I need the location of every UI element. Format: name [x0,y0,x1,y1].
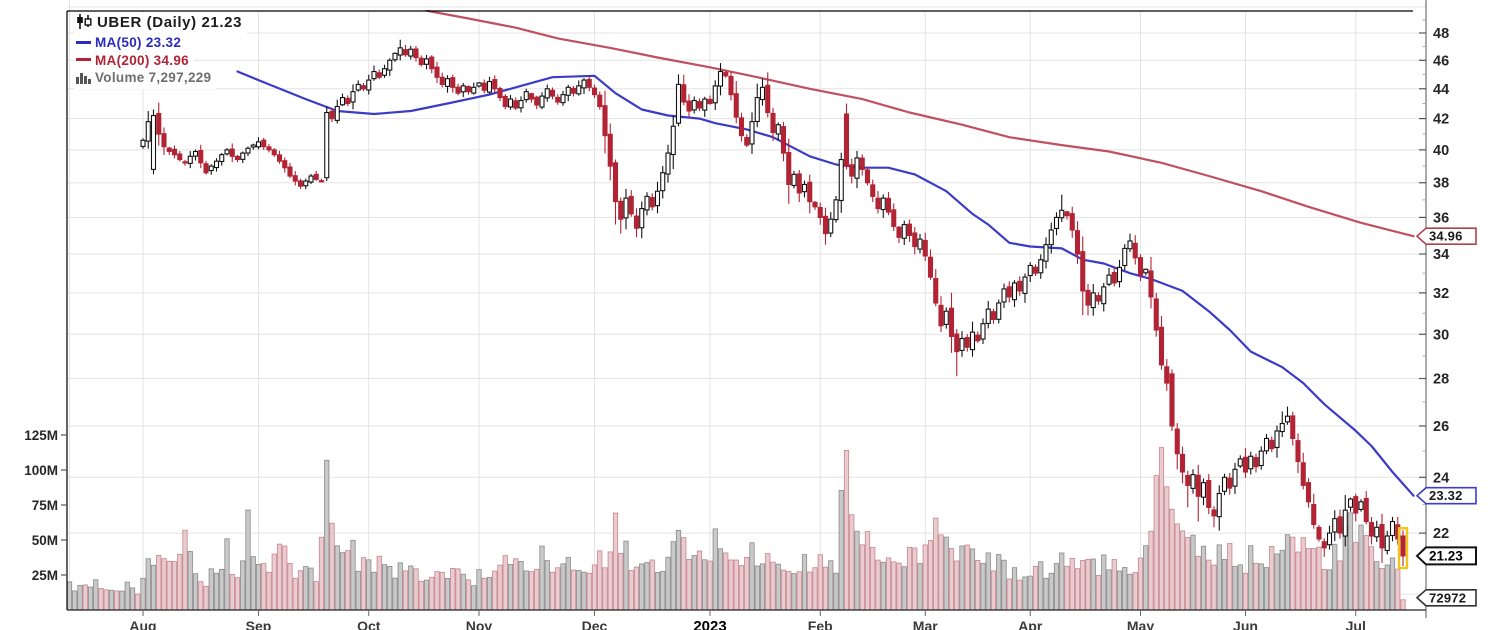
price-axis-right: 48 46 44 42 40 38 36 34 32 30 28 26 24 22 [1419,0,1449,618]
month-label: Jun [1233,618,1258,630]
candlestick-icon [76,14,93,32]
month-label: Oct [357,618,381,630]
month-label: Nov [466,618,493,630]
price-callout-value: 23.32 [1429,488,1463,503]
month-label: Sep [246,618,272,630]
price-callout [1415,486,1477,505]
month-label: Mar [913,618,938,630]
price-callout [1415,546,1477,566]
price-tick-label: 48 [1433,26,1449,42]
month-label: 2023 [693,618,726,630]
month-label: Apr [1018,618,1043,630]
price-tick-label: 44 [1433,82,1449,98]
last-candle-highlight [1397,526,1409,570]
volume-tick-label: 125M [24,428,58,443]
price-callout [1415,227,1477,245]
price-callout-value: 21.23 [1429,548,1463,563]
volume-tick-label: 100M [24,463,58,478]
price-callout [1415,588,1477,607]
price-tick-label: 34 [1433,247,1449,263]
price-callouts: 34.96 23.32 21.23 72972 [1415,227,1477,607]
volume-bars-icon [76,71,91,87]
price-tick-label: 40 [1433,143,1449,159]
legend-item-volume: Volume 7,297,229 [74,70,217,89]
ma200-label: MA(200) 34.96 [95,52,189,68]
chart-title: UBER (Daily) 21.23 [97,14,243,31]
ma50-label: MA(50) 23.32 [95,35,182,50]
month-label: Jul [1346,618,1366,630]
month-label: May [1127,618,1154,630]
price-tick-label: 36 [1433,210,1449,226]
month-label: Aug [129,618,156,630]
ma200-line [425,10,1415,238]
price-tick-label: 22 [1433,526,1449,542]
price-callout-value: 72972 [1429,590,1466,605]
price-tick-label: 24 [1433,470,1449,486]
price-callout-value: 34.96 [1429,229,1463,244]
legend-title-row: UBER (Daily) 21.23 [74,13,248,34]
ma50-line-swatch [76,40,91,44]
month-label: Dec [582,618,608,630]
price-tick-label: 26 [1433,419,1449,435]
plot-borders [66,10,1426,611]
ma50-line [236,70,1415,497]
volume-label: Volume 7,297,229 [95,70,212,85]
legend-item-ma50: MA(50) 23.32 [74,35,187,52]
chart-legend: UBER (Daily) 21.23 MA(50) 23.32 MA(200) … [74,13,248,90]
volume-tick-label: 50M [32,533,58,548]
legend-item-ma200: MA(200) 34.96 [74,52,194,69]
month-label: Feb [808,618,833,630]
price-tick-label: 32 [1433,286,1449,302]
ma200-line-swatch [76,58,91,62]
price-tick-label: 38 [1433,176,1449,192]
price-tick-label: 42 [1433,112,1449,128]
month-axis-bottom: Aug Sep Oct Nov Dec 2023 Feb Mar Apr May Jun Jul [129,610,1366,630]
price-tick-label: 30 [1433,327,1449,343]
volume-bars [67,447,1406,611]
price-tick-label: 28 [1433,371,1449,387]
volume-tick-label: 75M [32,498,58,513]
volume-axis-left: 125M 100M 75M 50M 25M [24,428,67,583]
volume-tick-label: 25M [32,568,58,583]
vertical-gridlines [69,0,1357,610]
price-tick-label: 46 [1433,53,1449,69]
candles [140,39,1406,566]
